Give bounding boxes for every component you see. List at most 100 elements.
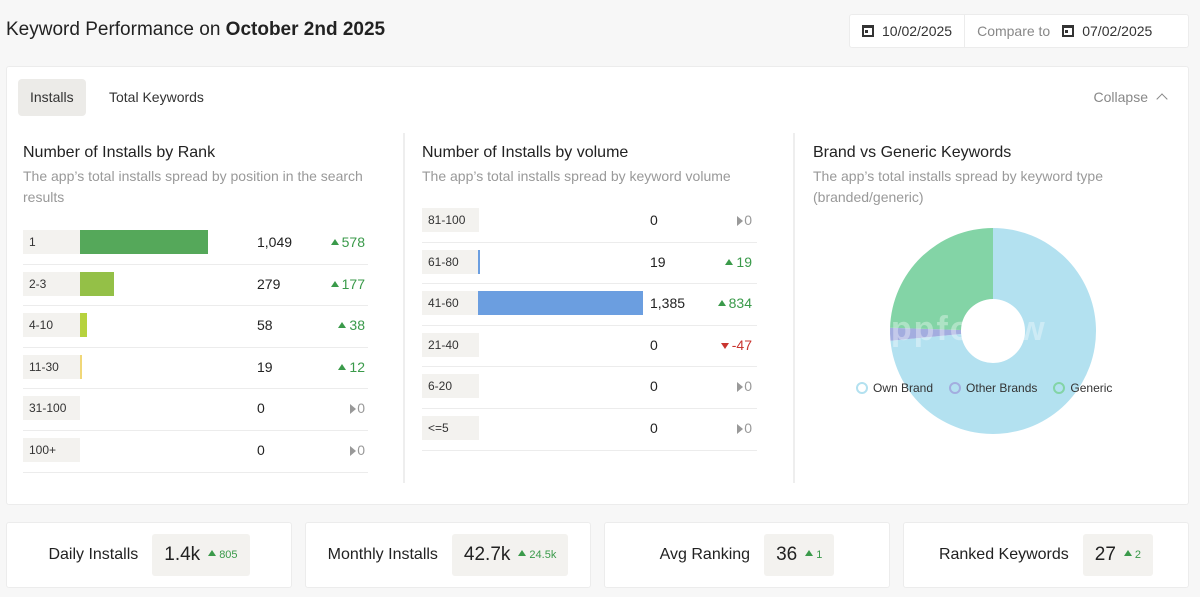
brand-section: Brand vs Generic Keywords The app’s tota… [813,144,1153,208]
keyword-performance-card: Installs Total Keywords Collapse Number … [6,66,1189,505]
delta-value: 24.5k [529,549,557,561]
row-value: 0 [257,400,265,417]
row-delta: 0 [692,367,752,405]
legend-item[interactable]: Other Brands [949,381,1037,395]
table-row: 61-80 19 19 [422,243,757,285]
trend-flat-icon [737,382,744,393]
delta-value: 0 [744,419,752,436]
row-delta: 38 [305,306,365,344]
table-row: 1 1,049 578 [23,223,368,265]
row-label: 100+ [23,437,80,462]
page-title: Keyword Performance on October 2nd 2025 [6,19,385,41]
row-delta: 177 [305,265,365,303]
row-value: 1,049 [257,234,293,250]
legend-item[interactable]: Own Brand [856,381,933,395]
delta-value: 0 [357,441,365,458]
delta-value: -47 [731,336,752,353]
volume-section: Number of Installs by volume The app’s t… [422,144,757,451]
row-label: 21-40 [422,332,479,357]
trend-up-icon [1123,550,1132,556]
table-row: 41-60 1,385 834 [422,284,757,326]
row-label: 11-30 [23,354,80,379]
table-row: 31-100 0 0 [23,389,368,431]
row-delta: 12 [305,348,365,386]
calendar-icon [1062,25,1075,37]
bar [80,354,83,379]
bar [80,271,115,296]
stat-delta: 2 [1123,549,1142,561]
delta-value: 834 [728,295,752,312]
table-row: 6-20 0 0 [422,367,757,409]
stat-label: Daily Installs [48,546,139,563]
row-label: 61-80 [422,249,479,274]
date-range-picker[interactable]: 10/02/2025 Compare to 07/02/2025 [849,14,1189,48]
section-subtitle: The app’s total installs spread by keywo… [422,168,731,184]
row-value: 0 [650,378,658,395]
divider [793,133,795,483]
section-subtitle: The app’s total installs spread by keywo… [813,168,1104,205]
row-value: 19 [257,358,273,375]
trend-up-icon [805,550,814,556]
trend-up-icon [338,363,347,370]
row-label: 81-100 [422,208,479,232]
chevron-up-icon [1156,93,1168,105]
compare-date-value: 07/02/2025 [1082,23,1153,39]
table-row: <=5 0 0 [422,409,757,451]
stat-value-box: 36 1 [764,534,835,576]
stat-value: 27 [1094,544,1116,565]
delta-value: 1 [816,549,823,561]
row-value: 19 [650,253,666,270]
stat-card: Monthly Installs 42.7k 24.5k [305,522,591,588]
row-value: 0 [650,419,658,436]
section-title: Brand vs Generic Keywords [813,144,1012,161]
delta-value: 0 [357,400,365,417]
stat-delta: 24.5k [518,549,556,561]
row-label: 2-3 [23,271,80,296]
legend-item[interactable]: Generic [1053,381,1112,395]
legend-marker-icon [856,382,868,394]
row-value: 0 [257,441,265,458]
section-title: Number of Installs by volume [422,144,629,161]
table-row: 21-40 0 -47 [422,326,757,368]
delta-value: 12 [349,358,365,375]
delta-value: 19 [736,253,752,270]
row-label: 31-100 [23,396,80,421]
delta-value: 177 [341,275,365,292]
trend-flat-icon [737,423,744,434]
rank-section: Number of Installs by Rank The app’s tot… [23,144,368,473]
section-title: Number of Installs by Rank [23,144,216,161]
stat-card: Daily Installs 1.4k 805 [6,522,292,588]
volume-rows: 81-100 0 0 61-80 19 19 41-60 1,385 834 2… [422,201,757,451]
date-field[interactable]: 10/02/2025 [850,15,966,47]
stat-value-box: 27 2 [1082,534,1154,576]
legend-marker-icon [1053,382,1066,394]
delta-value: 0 [744,212,752,228]
title-date: October 2nd 2025 [225,19,386,40]
table-row: 4-10 58 38 [23,306,368,348]
table-row: 100+ 0 0 [23,431,368,473]
collapse-button[interactable]: Collapse [1094,89,1168,105]
tab-installs[interactable]: Installs [18,79,86,116]
row-value: 279 [257,275,281,292]
bar [80,230,208,254]
stat-label: Ranked Keywords [938,546,1069,563]
row-value: 58 [257,317,273,334]
delta-value: 38 [349,317,365,334]
delta-value: 0 [744,378,752,395]
table-row: 81-100 0 0 [422,201,757,243]
delta-value: 578 [341,234,365,250]
row-delta: 0 [692,409,752,447]
delta-value: 2 [1134,549,1142,561]
compare-date-field[interactable]: Compare to 07/02/2025 [965,15,1164,47]
table-row: 2-3 279 177 [23,265,368,307]
row-label: 1 [23,230,80,254]
trend-flat-icon [350,404,357,415]
stat-delta: 1 [805,549,822,561]
row-delta: 578 [305,223,365,261]
bar [478,291,643,316]
stat-card: Avg Ranking 36 1 [604,522,890,588]
tab-total-keywords[interactable]: Total Keywords [109,89,204,105]
title-prefix: Keyword Performance on [6,19,226,40]
legend-label: Own Brand [873,381,934,395]
row-value: 0 [650,212,658,228]
